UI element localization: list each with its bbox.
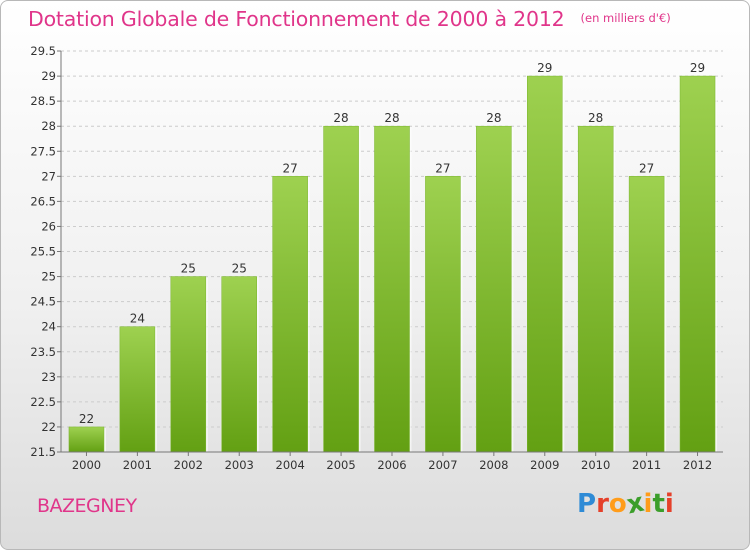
data-label: 25 bbox=[181, 262, 196, 276]
y-tick-label: 28.5 bbox=[30, 94, 56, 108]
data-label: 27 bbox=[639, 161, 654, 175]
data-label: 28 bbox=[333, 111, 348, 125]
bar bbox=[374, 125, 410, 453]
bar bbox=[476, 125, 512, 453]
logo-letter: o bbox=[608, 489, 627, 519]
bar bbox=[577, 125, 614, 453]
y-tick-label: 23 bbox=[41, 370, 56, 384]
chart-title-text: Dotation Globale de Fonctionnement de 20… bbox=[28, 7, 565, 31]
y-axis-ticks: 21.5 22 22.5 23 23.5 24 24.5 25 25.5 26 26.5 27 27.5… bbox=[30, 44, 61, 459]
bar bbox=[170, 276, 207, 453]
bar bbox=[68, 426, 105, 453]
city-name: BAZEGNEY bbox=[37, 495, 137, 517]
chart-title: Dotation Globale de Fonctionnement de 20… bbox=[28, 7, 671, 31]
x-axis-ticks: 2000 2001 2002 2003 2004 2005 2006 2007 2008 2009… bbox=[72, 452, 712, 472]
bar bbox=[119, 326, 156, 453]
bar bbox=[272, 176, 308, 453]
bar bbox=[323, 125, 359, 453]
bar bbox=[425, 176, 461, 453]
y-tick-label: 27 bbox=[41, 169, 56, 183]
y-tick-label: 27.5 bbox=[30, 144, 56, 158]
logo-letter: P bbox=[577, 489, 597, 519]
data-labels: 22 24 25 25 27 28 28 27 28 29 28 27 29 bbox=[79, 61, 705, 426]
data-label: 25 bbox=[232, 262, 247, 276]
x-tick-label: 2001 bbox=[123, 458, 152, 472]
y-tick-label: 22.5 bbox=[30, 395, 56, 409]
y-tick-label: 28 bbox=[41, 119, 56, 133]
x-tick-label: 2011 bbox=[632, 458, 661, 472]
logo-letter: i bbox=[643, 489, 653, 519]
bar bbox=[527, 75, 563, 453]
bar bbox=[679, 75, 716, 453]
y-tick-label: 22 bbox=[41, 420, 56, 434]
data-label: 28 bbox=[486, 111, 501, 125]
axes bbox=[60, 51, 723, 453]
data-label: 24 bbox=[130, 312, 145, 326]
x-tick-label: 2005 bbox=[326, 458, 355, 472]
x-tick-label: 2000 bbox=[72, 458, 101, 472]
logo-letter: t bbox=[652, 489, 665, 519]
x-tick-label: 2012 bbox=[683, 458, 712, 472]
y-tick-label: 25 bbox=[41, 270, 56, 284]
y-tick-label: 26 bbox=[41, 219, 56, 233]
x-tick-label: 2006 bbox=[377, 458, 406, 472]
x-tick-label: 2007 bbox=[428, 458, 457, 472]
x-tick-label: 2004 bbox=[276, 458, 305, 472]
y-tick-label: 29 bbox=[41, 69, 56, 83]
data-label: 28 bbox=[588, 111, 603, 125]
proxiti-logo: Proxiti bbox=[577, 488, 674, 521]
bars bbox=[68, 75, 718, 453]
x-tick-label: 2009 bbox=[530, 458, 559, 472]
y-tick-label: 24.5 bbox=[30, 295, 56, 309]
data-label: 29 bbox=[537, 61, 552, 75]
chart-unit: (en milliers d'€) bbox=[580, 11, 671, 25]
data-label: 22 bbox=[79, 412, 94, 426]
bar bbox=[221, 276, 257, 453]
y-tick-label: 21.5 bbox=[30, 445, 56, 459]
x-tick-label: 2003 bbox=[225, 458, 254, 472]
data-label: 27 bbox=[435, 161, 450, 175]
logo-letter: r bbox=[596, 489, 609, 519]
data-label: 29 bbox=[690, 61, 705, 75]
y-tick-label: 26.5 bbox=[30, 194, 56, 208]
y-tick-label: 25.5 bbox=[30, 245, 56, 259]
y-tick-label: 23.5 bbox=[30, 345, 56, 359]
x-tick-label: 2010 bbox=[581, 458, 610, 472]
data-label: 28 bbox=[384, 111, 399, 125]
bar bbox=[628, 176, 665, 453]
data-label: 27 bbox=[283, 161, 298, 175]
y-tick-label: 29.5 bbox=[30, 44, 56, 58]
y-tick-label: 24 bbox=[41, 320, 56, 334]
x-tick-label: 2002 bbox=[174, 458, 203, 472]
x-tick-label: 2008 bbox=[479, 458, 508, 472]
logo-letter: i bbox=[664, 489, 674, 519]
